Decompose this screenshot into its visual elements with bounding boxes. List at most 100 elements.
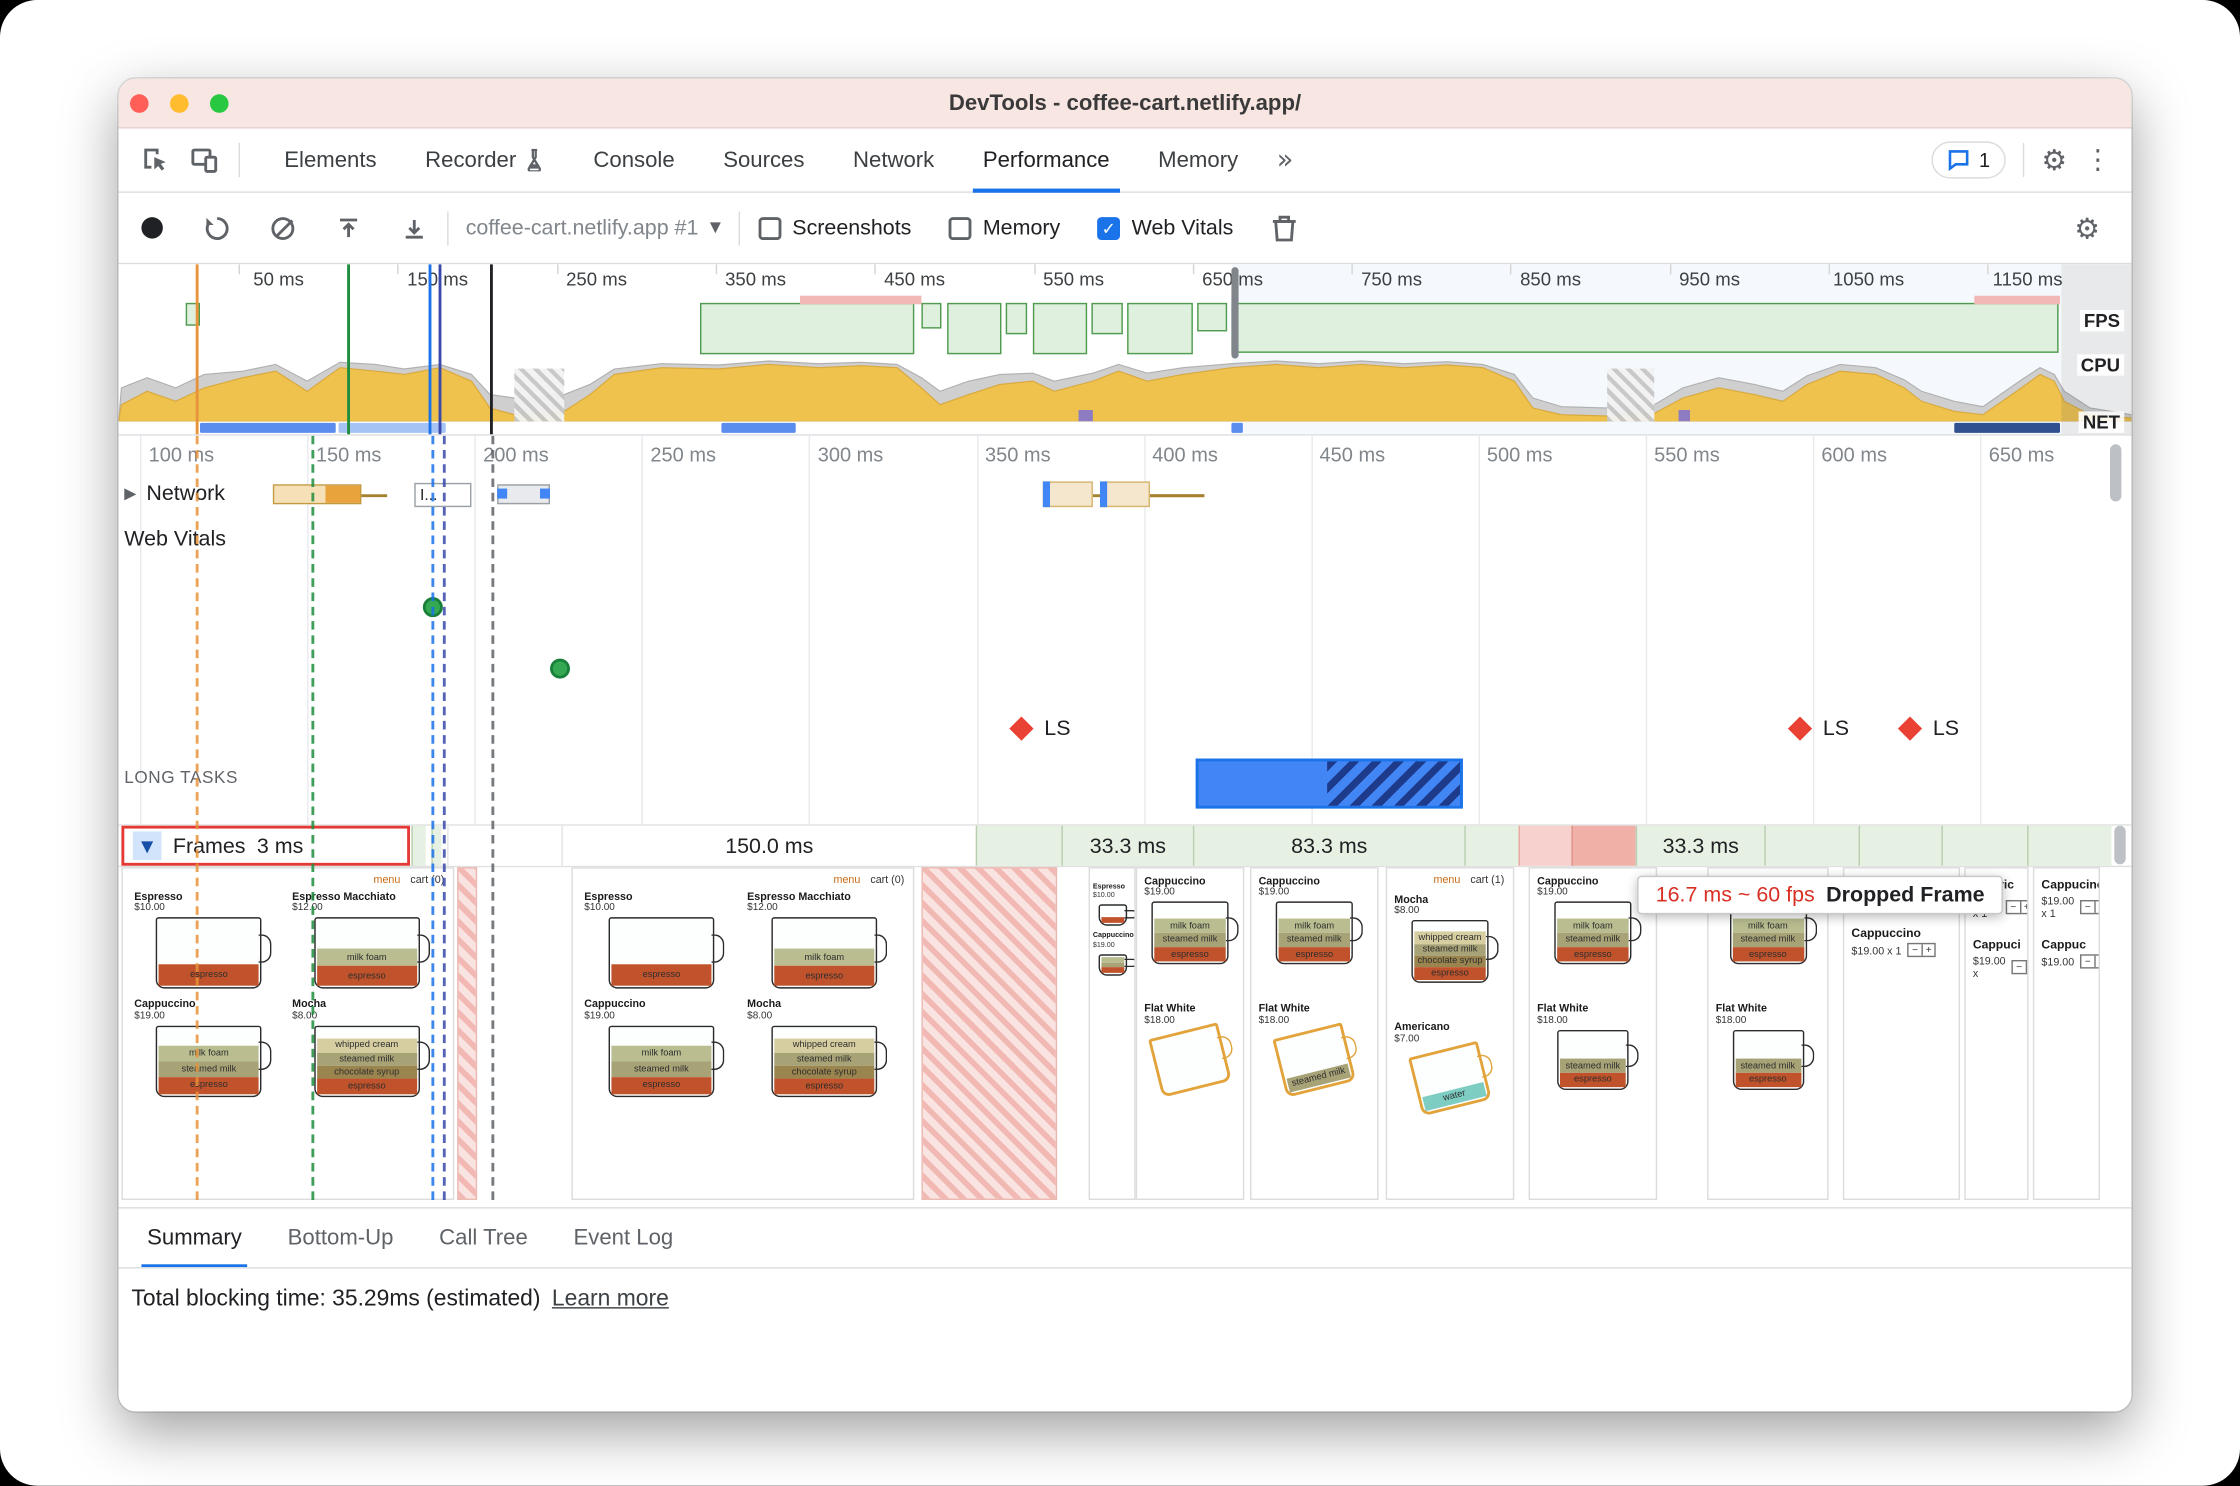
record-button[interactable]	[119, 192, 185, 263]
frames-track-header-highlight[interactable]: ▼ Frames 3 ms	[121, 825, 410, 866]
devtools-window: DevTools - coffee-cart.netlify.app/ Elem…	[118, 78, 2132, 1412]
cup-layers: steamed milk espresso	[1559, 1059, 1626, 1087]
filmstrip-screenshot[interactable]: Americ$7.00 x 1−+Cappuci$19.00 x−+	[1964, 867, 2029, 1200]
cup-handle	[1123, 910, 1135, 918]
checkbox-screenshots[interactable]: Screenshots	[739, 216, 930, 240]
disclosure-triangle-icon[interactable]: ▶	[124, 484, 137, 503]
detail-tab-event-log[interactable]: Event Log	[573, 1224, 674, 1250]
filmstrip-screenshot[interactable]: menu cart (0) Espresso $10.00 espresso Espres…	[571, 867, 915, 1200]
plus-button[interactable]: +	[2019, 901, 2027, 913]
cup-layers: milk foam steamed milk espresso	[1557, 919, 1629, 962]
frame-segment[interactable]: 33.3 ms	[1061, 825, 1193, 866]
network-track-header[interactable]: ▶ Network	[124, 481, 225, 505]
request-start-cap	[1042, 481, 1050, 508]
profile-select[interactable]: coffee-cart.netlify.app #1 ▼	[449, 216, 738, 240]
issues-count: 1	[1978, 148, 1991, 172]
settings-gear-icon[interactable]: ⚙	[2041, 142, 2068, 178]
quantity-stepper[interactable]: −+	[2079, 954, 2099, 969]
quantity-stepper[interactable]: −+	[2079, 899, 2099, 915]
network-request-bar[interactable]	[1099, 481, 1150, 508]
filmstrip-screenshot[interactable]: Cappucino$19.00 x 1−+Cappuc$19.00−+	[2032, 867, 2100, 1200]
tab-sources[interactable]: Sources	[699, 128, 829, 192]
tab-recorder[interactable]: Recorder	[401, 128, 569, 192]
minus-button[interactable]: −	[2010, 902, 2017, 913]
capture-settings-gear-icon[interactable]: ⚙	[2074, 210, 2100, 245]
minus-button[interactable]: −	[1912, 944, 1918, 955]
network-request-bar[interactable]	[1042, 481, 1093, 508]
frame-segment[interactable]	[1571, 825, 1636, 866]
tab-network[interactable]: Network	[829, 128, 959, 192]
layout-shift-marker[interactable]	[1897, 716, 1923, 741]
overview-drag-handle[interactable]	[1231, 267, 1239, 359]
reload-and-record-button[interactable]	[184, 192, 250, 263]
tab-performance[interactable]: Performance	[959, 128, 1134, 193]
quantity-stepper[interactable]: −+	[1907, 942, 1936, 958]
close-button[interactable]	[129, 94, 149, 113]
plus-button[interactable]: +	[1921, 944, 1934, 956]
frames-scrollbar-thumb[interactable]	[2114, 825, 2126, 865]
minus-button[interactable]: −	[2084, 956, 2091, 967]
plus-button[interactable]: +	[2094, 901, 2099, 913]
device-toolbar-icon[interactable]	[190, 146, 219, 175]
network-request-bar[interactable]	[272, 484, 362, 505]
frame-segment[interactable]: 33.3 ms	[1635, 825, 1765, 866]
zoom-button[interactable]	[209, 94, 229, 113]
checkbox-memory[interactable]: Memory	[930, 216, 1079, 240]
frame-segment[interactable]	[1518, 825, 1572, 866]
web-vital-good-marker[interactable]	[549, 658, 570, 679]
filmstrip-screenshot[interactable]: Americano$7.00 x 1−+Cappuccino$19.00 x 1…	[1842, 867, 1960, 1200]
detail-tab-bottom-up[interactable]: Bottom-Up	[287, 1224, 394, 1250]
learn-more-link[interactable]: Learn more	[551, 1287, 669, 1312]
frame-segment[interactable]	[1464, 825, 1519, 866]
plus-button[interactable]: +	[2094, 955, 2099, 968]
cup-layer-whipped-cream: whipped cream	[774, 1038, 875, 1053]
frame-segment[interactable]	[975, 825, 1062, 866]
quantity-stepper[interactable]: −+	[2005, 899, 2028, 915]
frame-segment[interactable]	[411, 825, 426, 866]
request-whisker	[361, 494, 388, 497]
save-profile-button[interactable]	[381, 192, 447, 263]
kebab-menu-icon[interactable]: ⋮	[2084, 144, 2112, 176]
frame-segment[interactable]: 83.3 ms	[1192, 825, 1465, 866]
clear-recording-button[interactable]	[250, 192, 316, 263]
frame-segment[interactable]	[2027, 825, 2112, 866]
layout-shift-marker[interactable]	[1009, 716, 1034, 741]
frame-segment[interactable]	[447, 825, 562, 866]
checkbox-web-vitals[interactable]: ✓ Web Vitals	[1079, 216, 1252, 240]
tab-memory[interactable]: Memory	[1134, 128, 1263, 192]
disclosure-triangle-icon[interactable]: ▼	[132, 831, 162, 860]
frame-segment[interactable]	[1764, 825, 1859, 866]
filmstrip-screenshot[interactable]: menu cart (1) Mocha $8.00 whipped cream steam…	[1385, 867, 1515, 1200]
more-tabs-button[interactable]: »	[1276, 144, 1294, 176]
detail-tab-summary[interactable]: Summary	[124, 1208, 264, 1268]
vertical-scrollbar-thumb[interactable]	[2109, 444, 2122, 502]
delete-recording-button[interactable]	[1252, 192, 1318, 263]
inspect-element-icon[interactable]	[141, 146, 170, 175]
cup-handle	[1625, 1043, 1639, 1068]
detail-tab-call-tree[interactable]: Call Tree	[439, 1224, 528, 1250]
frame-segment[interactable]	[1858, 825, 1942, 866]
quantity-stepper[interactable]: −+	[2011, 959, 2028, 975]
issues-badge[interactable]: 1	[1931, 141, 2006, 179]
filmstrip-screenshot[interactable]: menu cart (0) Espresso $10.00 espresso Espres…	[121, 867, 455, 1200]
network-request-bar[interactable]	[497, 484, 550, 505]
timeline-overview[interactable]: 50 ms 150 ms 250 ms 350 ms 450 ms 550 ms 650 m…	[118, 264, 2132, 436]
tab-console[interactable]: Console	[569, 128, 699, 192]
frame-segment[interactable]: 150.0 ms	[561, 825, 976, 866]
frame-segment[interactable]	[1941, 825, 2028, 866]
filmstrip-screenshot[interactable]: Espresso $10.00 Cappuccino $19.00	[1088, 867, 1136, 1200]
long-task-bar[interactable]	[1195, 758, 1463, 809]
layout-shift-marker[interactable]	[1787, 716, 1813, 741]
tab-elements[interactable]: Elements	[260, 128, 401, 192]
minimize-button[interactable]	[169, 94, 189, 113]
minus-button[interactable]: −	[2084, 902, 2091, 913]
minus-button[interactable]: −	[2016, 962, 2023, 973]
plus-button[interactable]: +	[2025, 961, 2028, 973]
cup-layers: milk foam steamed milk espresso	[158, 1045, 259, 1094]
overview-tick	[1192, 264, 1194, 275]
load-profile-button[interactable]	[316, 192, 382, 263]
